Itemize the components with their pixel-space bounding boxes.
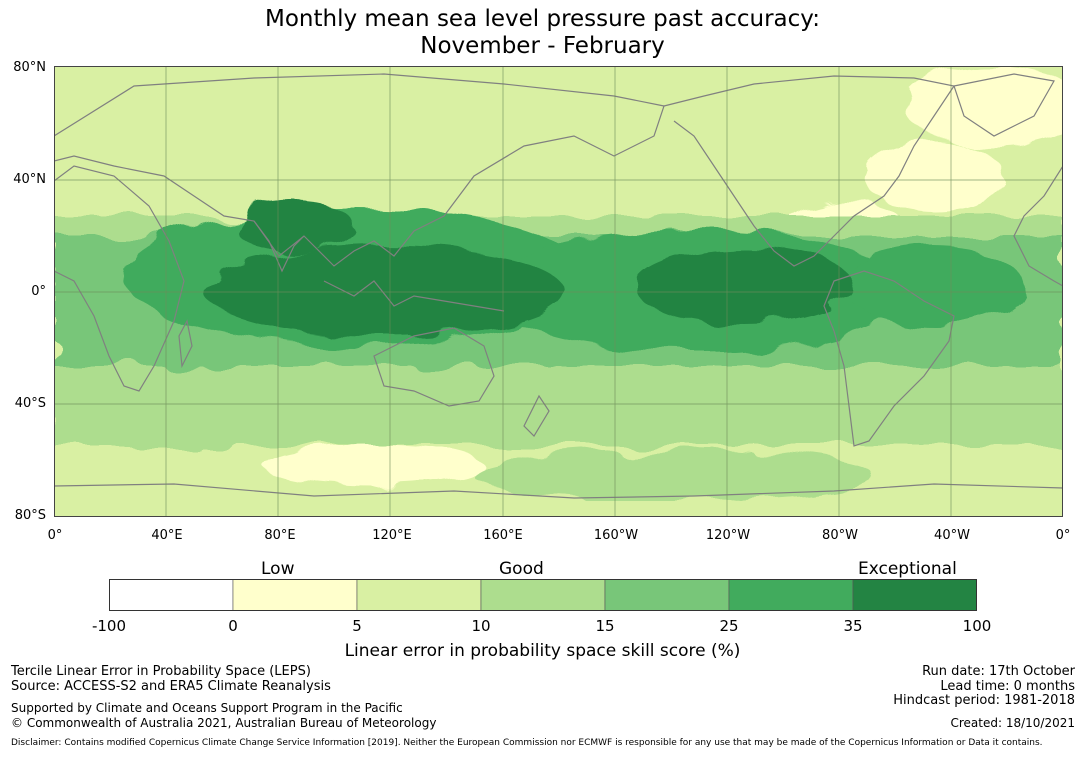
legend-colorbar [109, 579, 977, 611]
colorbar-swatch-0 [109, 579, 234, 611]
colorbar-swatch-1 [232, 579, 358, 611]
coast-greenland [953, 73, 1055, 137]
coast-europe [1013, 165, 1063, 287]
lat-label-80s: 80°S [14, 508, 46, 523]
footer-disclaimer: Disclaimer: Contains modified Copernicus… [11, 738, 1043, 748]
skill-score-map [54, 66, 1063, 517]
footer-lead-time: Lead time: 0 months [940, 679, 1075, 694]
region-good-pacific-south [474, 451, 874, 501]
lon-label-80e: 80°E [264, 528, 296, 543]
region-low-north-atlantic [864, 141, 1004, 211]
lon-label-120w: 120°W [705, 528, 751, 543]
coast-india [253, 220, 305, 273]
coastlines [54, 73, 1063, 499]
chart-title-line1: Monthly mean sea level pressure past acc… [265, 6, 820, 32]
coast-antarctica [54, 483, 1063, 499]
chart-title-line2: November - February [420, 33, 665, 59]
region-exceptional-south-china-sea [234, 201, 354, 251]
lat-label-0: 0° [31, 284, 46, 299]
footer-source: Source: ACCESS-S2 and ERA5 Climate Reana… [11, 679, 331, 694]
legend-tick-10: 10 [471, 617, 491, 635]
legend-tick-25: 25 [719, 617, 739, 635]
footer-created-date: Created: 18/10/2021 [950, 716, 1075, 730]
legend-tick-35: 35 [843, 617, 863, 635]
legend-axis-label: Linear error in probability space skill … [344, 641, 741, 661]
legend-tick-5: 5 [352, 617, 362, 635]
legend-category-exceptional: Exceptional [858, 559, 957, 579]
coast-new-zealand [523, 394, 550, 437]
lon-label-0-right: 0° [1055, 528, 1071, 543]
region-low-southern-ocean [264, 446, 484, 486]
lat-label-40s: 40°S [14, 396, 46, 411]
legend-tick-0: 0 [228, 617, 238, 635]
coast-north-america [663, 75, 955, 267]
lon-label-160w: 160°W [593, 528, 639, 543]
lon-label-120e: 120°E [372, 528, 412, 543]
footer-run-date: Run date: 17th October [922, 664, 1075, 679]
gridlines [54, 66, 1063, 517]
lon-label-80w: 80°W [822, 528, 858, 543]
coast-africa [54, 165, 185, 392]
coast-maritime-continent [323, 280, 505, 312]
lon-label-40e: 40°E [151, 528, 183, 543]
footer-method: Tercile Linear Error in Probability Spac… [11, 664, 311, 679]
coast-madagascar [178, 319, 193, 369]
legend-category-good: Good [499, 559, 544, 579]
legend-tick-100: 100 [962, 617, 992, 635]
footer-hindcast-period: Hindcast period: 1981-2018 [893, 693, 1075, 708]
region-exceptional-maritime-continent [204, 246, 564, 336]
colorbar-swatch-6 [852, 579, 977, 611]
region-good-band-south [54, 356, 1063, 446]
legend-category-low: Low [261, 559, 295, 579]
colorbar-swatch-5 [728, 579, 854, 611]
region-exceptional-east-pacific [634, 248, 854, 324]
region-low-arctic-atlantic [904, 66, 1063, 146]
coast-australia [373, 327, 495, 407]
lat-label-40n: 40°N [13, 172, 46, 187]
lon-label-40w: 40°W [934, 528, 970, 543]
colorbar-swatch-4 [604, 579, 730, 611]
region-strong-atlantic [844, 246, 1024, 326]
legend-tick-15: 15 [595, 617, 615, 635]
coast-south-america [823, 270, 955, 447]
coast-eurasia [54, 73, 665, 267]
lon-label-0-left: 0° [47, 528, 63, 543]
lat-label-80n: 80°N [13, 60, 46, 75]
legend-tick-minus100: -100 [91, 617, 127, 635]
colorbar-swatch-2 [356, 579, 482, 611]
lon-label-160e: 160°E [483, 528, 523, 543]
map-frame [54, 66, 1063, 517]
footer-support: Supported by Climate and Oceans Support … [11, 701, 403, 715]
colorbar-frame [109, 579, 977, 611]
colorbar-swatch-3 [480, 579, 606, 611]
footer-copyright: © Commonwealth of Australia 2021, Austra… [11, 716, 437, 730]
